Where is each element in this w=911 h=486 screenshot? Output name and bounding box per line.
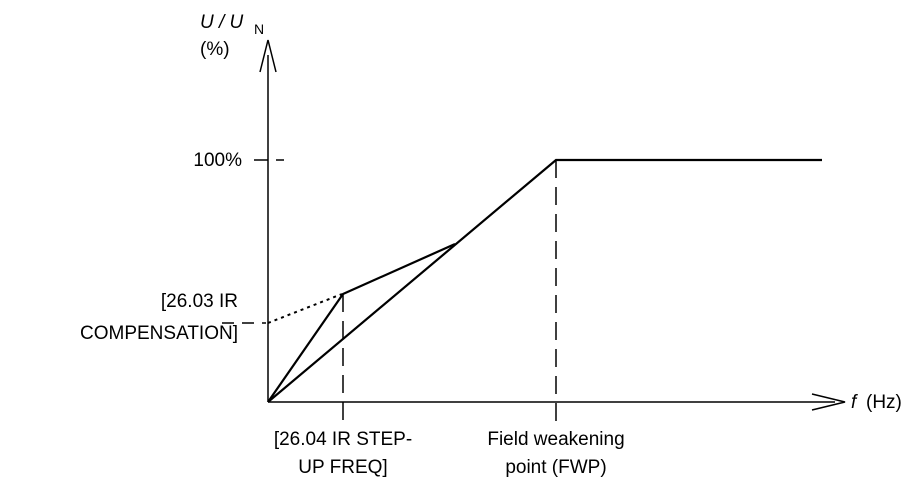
- label-ir-step-up-line1: [26.04 IR STEP-: [274, 429, 412, 450]
- linear-vf-curve: [267, 158, 822, 403]
- label-ir-compensation-line2: COMPENSATION]: [80, 323, 238, 344]
- label-ir-step-up-line2: UP FREQ]: [298, 457, 387, 478]
- x-axis-symbol: f: [851, 392, 858, 413]
- x-axis-unit: (Hz): [866, 392, 902, 413]
- x-axis-arrowhead: [811, 393, 846, 411]
- y-axis-arrowhead: [259, 39, 277, 73]
- y-axis-label: U / U: [200, 12, 244, 33]
- ir-compensated-curve: [267, 242, 456, 403]
- y-axis-label-subscript: N: [254, 21, 264, 37]
- label-fwp-line1: Field weakening: [487, 429, 624, 450]
- label-100-percent: 100%: [193, 150, 242, 171]
- y-axis-unit: (%): [200, 39, 230, 60]
- ir-compensation-extension: [267, 293, 343, 324]
- label-ir-compensation-line1: [26.03 IR: [161, 291, 238, 312]
- label-fwp-line2: point (FWP): [505, 457, 606, 478]
